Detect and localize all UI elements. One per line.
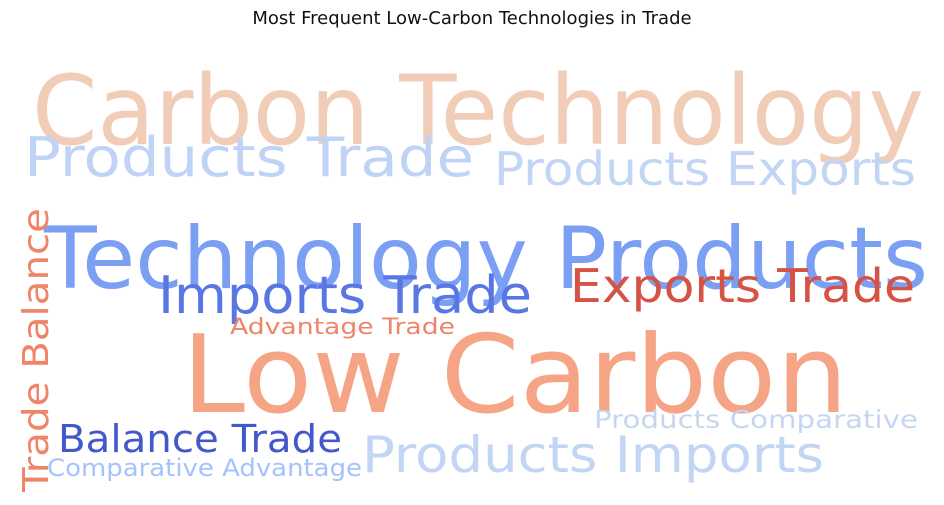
word-low-carbon: Low Carbon [182, 313, 848, 438]
word-technology-products: Technology Products [43, 209, 928, 309]
word-balance-trade: Balance Trade [58, 417, 342, 461]
word-comparative-advantage: Comparative Advantage [47, 454, 362, 482]
word-imports-trade: Imports Trade [158, 266, 532, 326]
chart-title: Most Frequent Low-Carbon Technologies in… [252, 8, 692, 29]
word-trade-balance: Trade Balance [16, 208, 57, 493]
word-products-comparative: Products Comparative [594, 405, 918, 434]
word-advantage-trade: Advantage Trade [230, 315, 455, 340]
word-products-exports: Products Exports [494, 142, 916, 196]
word-products-imports: Products Imports [362, 426, 824, 484]
word-products-trade: Products Trade [24, 126, 474, 189]
word-exports-trade: Exports Trade [570, 259, 915, 313]
word-carbon-technology: Carbon Technology [32, 55, 924, 167]
